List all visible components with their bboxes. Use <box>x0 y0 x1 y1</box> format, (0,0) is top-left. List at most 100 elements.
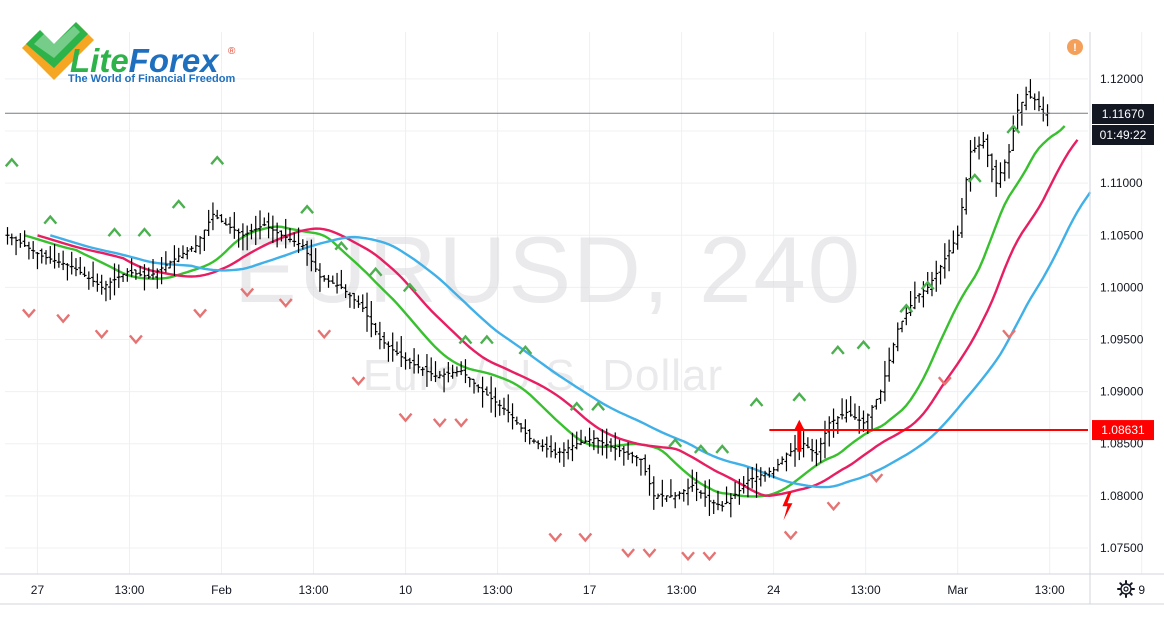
ohlc-bar <box>733 481 738 499</box>
ohlc-bar <box>831 408 836 438</box>
ohlc-bar <box>399 336 404 368</box>
ohlc-bar <box>745 467 750 498</box>
grid <box>5 32 1143 574</box>
ohlc-bar <box>501 397 506 416</box>
fractal-up-marker <box>479 334 494 345</box>
ohlc-bar <box>296 227 301 254</box>
ohlc-bar <box>480 376 485 408</box>
ohlc-bar <box>767 467 772 478</box>
ohlc-bar <box>335 272 340 294</box>
ohlc-bar <box>228 216 233 234</box>
ohlc-bar <box>193 235 198 253</box>
ohlc-bar <box>822 420 827 459</box>
ohlc-bar <box>874 398 879 410</box>
ohlc-bar <box>73 258 78 277</box>
logo-name-part2: Forex <box>129 42 221 79</box>
fractal-down-marker <box>621 548 636 558</box>
ohlc-bar <box>180 245 185 259</box>
ohlc-bar <box>91 261 96 287</box>
ohlc-bar <box>142 264 147 291</box>
ohlc-bar <box>895 322 900 352</box>
ohlc-bar <box>360 294 365 313</box>
ohlc-bar <box>686 478 691 506</box>
ohlc-bar <box>343 284 348 299</box>
ohlc-bar <box>608 438 613 452</box>
price-tick-label: 1.12000 <box>1100 72 1144 86</box>
ohlc-bar <box>433 361 438 383</box>
price-tick-label: 1.09500 <box>1100 332 1144 346</box>
ohlc-bar <box>566 439 571 460</box>
ohlc-bar <box>129 258 134 278</box>
ohlc-bar <box>56 252 61 268</box>
time-axis[interactable]: 27 13:00 Feb 13:00 10 13:00 17 13:00 24 13:00 Mar 1… <box>31 583 1146 597</box>
ohlc-bar <box>245 225 250 251</box>
fractal-up-marker <box>210 155 225 165</box>
ohlc-bar <box>489 376 494 413</box>
ohlc-bar <box>1024 86 1029 111</box>
time-tick-label: 13:00 <box>114 583 144 597</box>
ohlc-bar <box>985 134 990 168</box>
ohlc-bar <box>283 218 288 249</box>
ohlc-bar <box>724 486 729 505</box>
logo-mark <box>22 22 94 80</box>
fractal-down-marker <box>783 530 798 541</box>
fractal-up-marker <box>43 214 58 225</box>
ohlc-bar <box>356 295 361 308</box>
fractal-down-marker <box>278 298 293 308</box>
fractal-down-marker <box>193 308 208 319</box>
ohlc-bar <box>1007 144 1012 179</box>
ohlc-bar <box>852 403 857 420</box>
fractal-up-marker <box>4 157 19 168</box>
ohlc-bar <box>206 209 211 236</box>
ohlc-bar <box>219 214 224 223</box>
ohlc-bar <box>651 476 656 510</box>
ohlc-bar <box>557 447 562 463</box>
ohlc-bar <box>26 241 31 260</box>
alert-icon[interactable]: ! <box>1067 39 1083 55</box>
fractal-down-marker <box>398 412 413 423</box>
ohlc-bar <box>664 495 669 502</box>
ohlc-bar <box>185 247 190 260</box>
ohlc-bar <box>223 218 228 226</box>
ohlc-bar <box>596 437 601 454</box>
ohlc-bar <box>412 348 417 374</box>
fractal-up-marker <box>920 280 935 291</box>
ohlc-bar <box>416 354 421 374</box>
price-tick-label: 1.08000 <box>1100 489 1144 503</box>
gear-icon[interactable] <box>1117 580 1135 598</box>
ohlc-bar <box>317 263 322 292</box>
time-tick-label: 10 <box>399 583 413 597</box>
ohlc-bar <box>793 434 798 467</box>
ohlc-bar <box>780 456 785 465</box>
price-tick-label: 1.09000 <box>1100 385 1144 399</box>
ohlc-bar <box>420 366 425 376</box>
countdown-label: 01:49:22 <box>1100 128 1147 142</box>
ohlc-bar <box>634 455 639 467</box>
ohlc-bar <box>587 427 592 447</box>
level-price-label: 1.08631 <box>1101 423 1145 437</box>
ohlc-bar <box>955 225 960 250</box>
lightning-signal-marker <box>782 492 793 521</box>
ohlc-bar <box>103 280 108 302</box>
ohlc-bar <box>326 274 331 288</box>
fractal-up-marker <box>830 345 845 355</box>
ohlc-bar <box>305 240 310 266</box>
ohlc-bar <box>553 442 558 459</box>
ohlc-bar <box>848 396 853 417</box>
fractal-up-marker <box>137 227 152 237</box>
ohlc-bar <box>805 437 810 449</box>
logo-tagline: The World of Financial Freedom <box>68 73 235 85</box>
ohlc-bar <box>48 246 53 264</box>
ohlc-bar <box>86 271 91 290</box>
ohlc-bar <box>266 212 271 239</box>
level-price-badge-bg <box>1092 420 1154 441</box>
ohlc-bar <box>720 501 725 512</box>
time-tick-label: 24 <box>767 583 781 597</box>
fractal-up-marker <box>368 266 383 277</box>
fractal-down-marker <box>454 418 469 428</box>
ohlc-bar <box>424 354 429 387</box>
fractal-up-marker <box>402 282 417 293</box>
